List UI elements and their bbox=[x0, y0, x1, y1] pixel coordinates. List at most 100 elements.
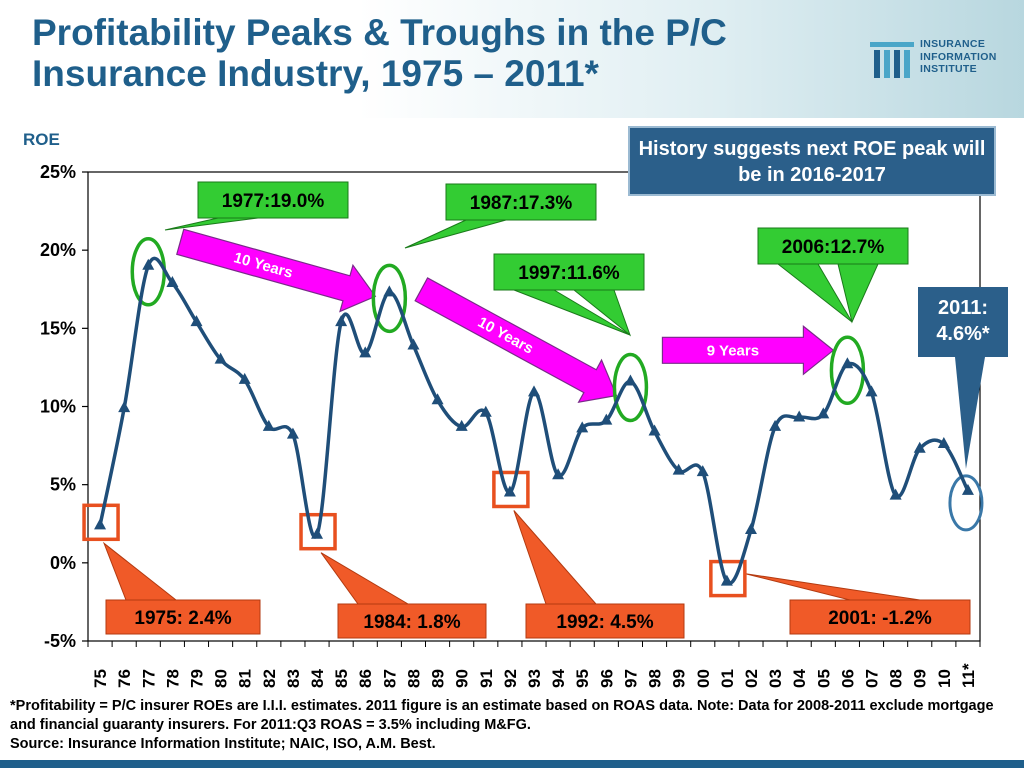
header-band bbox=[0, 0, 1024, 118]
peak-circle bbox=[371, 263, 408, 334]
peak-pointer bbox=[164, 217, 259, 231]
peak-label: 2006:12.7% bbox=[782, 237, 885, 258]
peak-label-box bbox=[757, 227, 909, 265]
footnote: *Profitability = P/C insurer ROEs are I.… bbox=[10, 697, 1014, 754]
data-point-marker bbox=[431, 393, 444, 405]
data-point-marker bbox=[503, 485, 516, 497]
x-tick-label: 07 bbox=[863, 669, 882, 688]
peak-label-box bbox=[445, 183, 597, 221]
y-tick-label: 20% bbox=[40, 240, 76, 260]
cycle-arrow: 9 Years bbox=[661, 325, 835, 376]
x-tick-label: 88 bbox=[404, 669, 423, 688]
trough-label: 1975: 2.4% bbox=[134, 608, 231, 629]
data-point-marker bbox=[648, 424, 661, 436]
y-tick-label: -5% bbox=[44, 631, 76, 651]
x-tick-label: 85 bbox=[332, 669, 351, 688]
x-tick-label: 82 bbox=[260, 669, 279, 688]
cycle-arrow-shape bbox=[414, 277, 618, 404]
peak-pointer bbox=[404, 219, 507, 249]
x-tick-label: 05 bbox=[814, 669, 833, 688]
data-point-marker bbox=[600, 413, 613, 425]
peak-label: 1987:17.3% bbox=[470, 193, 573, 214]
trough-label-box bbox=[337, 603, 487, 639]
x-tick-label: 76 bbox=[115, 669, 134, 688]
x-tick-label: 11* bbox=[959, 663, 978, 688]
y-tick-label: 0% bbox=[50, 553, 76, 573]
x-tick-label: 92 bbox=[501, 669, 520, 688]
x-tick-label: 10 bbox=[935, 669, 954, 688]
cycle-arrow-shape bbox=[176, 228, 377, 313]
data-point-marker bbox=[841, 357, 854, 369]
iii-logo: INSURANCE INFORMATION INSTITUTE bbox=[870, 38, 1020, 83]
trough-square bbox=[82, 503, 120, 542]
footnote-line: *Profitability = P/C insurer ROEs are I.… bbox=[10, 698, 994, 733]
peak-label-box bbox=[197, 181, 349, 219]
data-point-marker bbox=[769, 419, 782, 431]
data-point-marker bbox=[359, 346, 372, 358]
data-point-marker bbox=[335, 315, 348, 327]
y-tick-label: 10% bbox=[40, 397, 76, 417]
trough-label-box bbox=[525, 603, 685, 639]
data-markers bbox=[94, 258, 974, 586]
x-tick-label: 01 bbox=[718, 669, 737, 688]
trough-label: 1984: 1.8% bbox=[363, 612, 460, 633]
data-point-marker bbox=[624, 374, 637, 386]
x-tick-label: 80 bbox=[212, 669, 231, 688]
x-tick-label: 91 bbox=[477, 669, 496, 688]
y-tick-label: 5% bbox=[50, 475, 76, 495]
cycle-arrow: 10 Years bbox=[176, 228, 377, 313]
cycle-arrow-label: 9 Years bbox=[707, 342, 759, 359]
x-tick-label: 89 bbox=[429, 669, 448, 688]
data-point-marker bbox=[552, 468, 565, 480]
x-tick-label: 83 bbox=[284, 669, 303, 688]
x-tick-label: 94 bbox=[549, 669, 568, 688]
trough-label-box bbox=[105, 599, 261, 635]
data-point-marker bbox=[479, 405, 492, 417]
data-point-marker bbox=[455, 419, 468, 431]
peak-label: 1997:11.6% bbox=[518, 263, 620, 284]
logo-mark-icon bbox=[870, 42, 914, 78]
data-point-marker bbox=[961, 483, 974, 495]
x-tick-label: 84 bbox=[308, 669, 327, 688]
y-tick-label: 25% bbox=[40, 162, 76, 182]
data-point-marker bbox=[383, 285, 396, 297]
x-tick-label: 98 bbox=[646, 669, 665, 688]
data-point-marker bbox=[793, 410, 806, 422]
data-point-marker bbox=[889, 488, 902, 500]
x-tick-label: 09 bbox=[911, 669, 930, 688]
data-point-marker bbox=[94, 518, 107, 530]
x-tick-label: 77 bbox=[139, 669, 158, 688]
peak-circle bbox=[829, 335, 866, 406]
logo-line: INSURANCE bbox=[920, 38, 986, 50]
footer-bar bbox=[0, 760, 1024, 768]
note-2011-line: 2011: bbox=[937, 297, 989, 319]
data-point-marker bbox=[720, 574, 733, 586]
peak-circle bbox=[130, 237, 167, 307]
x-tick-label: 90 bbox=[453, 669, 472, 688]
x-tick-label: 04 bbox=[790, 669, 809, 688]
data-point-marker bbox=[576, 421, 589, 433]
trough-label: 2001: -1.2% bbox=[828, 608, 932, 629]
data-point-marker bbox=[913, 441, 926, 453]
page-title: Profitability Peaks & Troughs in the P/C… bbox=[32, 12, 727, 94]
data-point-marker bbox=[238, 372, 251, 384]
latest-circle bbox=[948, 474, 984, 532]
x-tick-label: 86 bbox=[356, 669, 375, 688]
roe-line-chart: 25% 20% 15% 10% 5% 0% -5% 75 76 77 78 79 80 81 82 83 84 8… bbox=[40, 162, 985, 688]
x-tick-label: 96 bbox=[597, 669, 616, 688]
data-point-marker bbox=[190, 315, 203, 327]
trough-label-box bbox=[789, 599, 971, 635]
x-tick-label: 99 bbox=[670, 669, 689, 688]
x-tick-label: 93 bbox=[525, 669, 544, 688]
data-point-marker bbox=[672, 463, 685, 475]
data-point-marker bbox=[214, 352, 227, 364]
logo-line: INSTITUTE bbox=[920, 63, 977, 75]
annotation-labels: 1977:19.0% 1987:17.3% 1997:11.6% 2006:12.7%… bbox=[134, 191, 931, 633]
x-tick-label: 81 bbox=[236, 669, 255, 688]
trough-pointer bbox=[102, 541, 178, 601]
y-tick-label: 15% bbox=[40, 318, 76, 338]
x-tick-label: 95 bbox=[573, 669, 592, 688]
data-point-marker bbox=[262, 419, 275, 431]
x-tick-label: 97 bbox=[621, 669, 640, 688]
